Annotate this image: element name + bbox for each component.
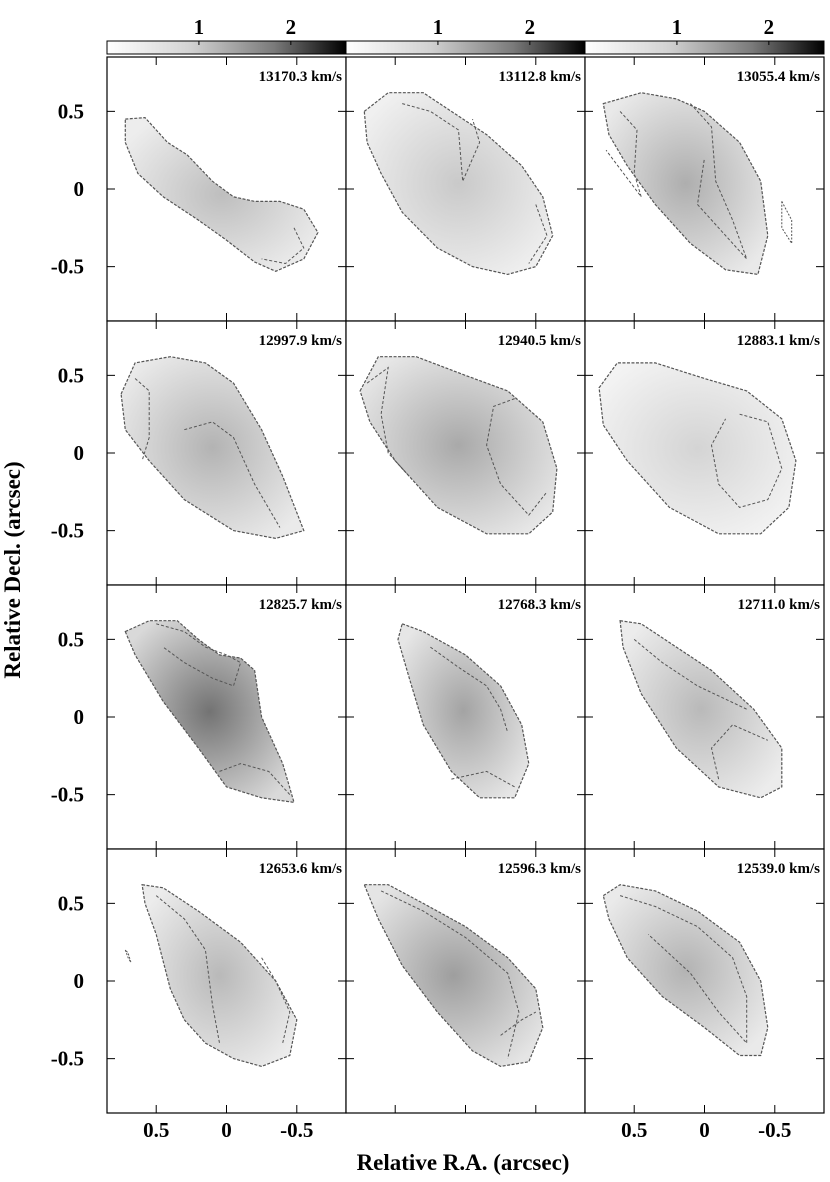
contour-line — [451, 770, 515, 788]
y-tick-label: -0.5 — [51, 519, 84, 543]
velocity-label: 13055.4 km/s — [737, 69, 821, 85]
contour-line — [619, 895, 748, 1045]
x-axis-title: Relative R.A. (arcsec) — [357, 1150, 570, 1175]
emission-outline — [120, 356, 305, 540]
contour-line — [156, 623, 242, 687]
velocity-label: 12596.3 km/s — [498, 861, 582, 877]
y-tick-label: -0.5 — [51, 783, 84, 807]
contour-line — [219, 763, 291, 795]
contour-line — [366, 366, 410, 477]
y-tick-label: 0.5 — [58, 891, 84, 915]
emission-island — [124, 949, 132, 963]
colorbar-tick-label: 1 — [672, 15, 683, 39]
colorbar-3 — [584, 40, 825, 55]
colorbar-tick-label: 2 — [286, 15, 297, 39]
y-tick-label: 0 — [74, 705, 85, 729]
velocity-label: 12653.6 km/s — [259, 861, 343, 877]
velocity-label: 12825.7 km/s — [259, 597, 343, 613]
channel-panel: 13055.4 km/s — [584, 56, 825, 322]
contour-line — [261, 227, 305, 265]
velocity-label: 12768.3 km/s — [498, 597, 582, 613]
contour-line — [633, 639, 747, 710]
channel-panel: 12596.3 km/s — [345, 848, 586, 1114]
velocity-label: 12711.0 km/s — [737, 597, 820, 613]
colorbar-tick-label: 1 — [194, 15, 205, 39]
y-tick-label: 0 — [74, 969, 85, 993]
x-tick-label: -0.5 — [280, 1118, 313, 1142]
emission-outline — [619, 619, 783, 799]
x-tick-label: 0.5 — [143, 1118, 169, 1142]
colorbar-2 — [345, 40, 586, 55]
colorbars: 1 2 1 2 1 2 — [106, 15, 825, 55]
y-tick-label: 0.5 — [58, 99, 84, 123]
velocity-label: 13112.8 km/s — [498, 69, 581, 85]
velocity-label: 12883.1 km/s — [737, 333, 821, 349]
velocity-label: 12997.9 km/s — [259, 333, 343, 349]
contour-line — [528, 204, 548, 264]
y-tick-label: 0 — [74, 177, 85, 201]
y-tick-label: -0.5 — [51, 1047, 84, 1071]
emission-island — [781, 201, 793, 246]
colorbar-tick-label: 2 — [764, 15, 775, 39]
colorbar-tick-label: 2 — [525, 15, 536, 39]
emission-outline — [141, 883, 298, 1068]
channel-panel: 12825.7 km/s — [106, 584, 347, 850]
contour-line — [710, 413, 783, 508]
x-tick-label: -0.5 — [758, 1118, 791, 1142]
emission-outline — [363, 884, 544, 1068]
panel-grid: 13170.3 km/s 13112.8 km/s 13055.4 km/s 1299… — [106, 56, 825, 1114]
channel-panel: 12883.1 km/s — [584, 320, 825, 586]
velocity-label: 12539.0 km/s — [737, 861, 821, 877]
channel-panel: 13170.3 km/s — [106, 56, 347, 322]
contour-line — [402, 103, 481, 182]
emission-outline — [397, 623, 530, 799]
channel-panel: 12940.5 km/s — [345, 320, 586, 586]
contour-line — [690, 103, 748, 260]
x-tick-label: 0.5 — [621, 1118, 647, 1142]
panel-frame — [584, 848, 825, 1114]
axes-labels: 0.5 0 -0.5 0.5 0 -0.5 0.5 0 -0.5 0.5 0 -0.5 0.5 0 -0.5… — [51, 99, 792, 1142]
emission-outline — [124, 116, 319, 272]
y-tick-label: 0 — [74, 441, 85, 465]
contour-line — [605, 111, 642, 198]
contour-line — [134, 378, 150, 461]
emission-outline — [602, 92, 769, 276]
x-tick-label: 0 — [699, 1118, 710, 1142]
contour-line — [710, 724, 769, 780]
contour-line — [155, 895, 220, 1044]
contour-line — [500, 1011, 537, 1036]
channel-panel: 13112.8 km/s — [345, 56, 586, 322]
channel-panel: 12653.6 km/s — [106, 848, 347, 1114]
emission-outline — [363, 92, 554, 276]
colorbar-tick-label: 1 — [433, 15, 444, 39]
channel-panel: 12711.0 km/s — [584, 584, 825, 850]
emission-outline — [124, 620, 295, 804]
channel-panel: 12768.3 km/s — [345, 584, 586, 850]
contour-line — [486, 398, 548, 516]
channel-panel: 12997.9 km/s — [106, 320, 347, 586]
emission-outline — [598, 362, 797, 535]
channel-panel: 12539.0 km/s — [584, 848, 825, 1114]
panel-background — [107, 57, 346, 321]
contour-line — [261, 957, 291, 1044]
velocity-label: 13170.3 km/s — [259, 69, 343, 85]
y-axis-title: Relative Decl. (arcsec) — [0, 461, 25, 678]
y-tick-label: 0.5 — [58, 363, 84, 387]
emission-outline — [602, 884, 769, 1057]
contour-line — [380, 890, 520, 1059]
velocity-label: 12940.5 km/s — [498, 333, 582, 349]
y-tick-label: -0.5 — [51, 255, 84, 279]
colorbar-1 — [106, 40, 347, 55]
contour-line — [184, 421, 281, 528]
y-tick-label: 0.5 — [58, 627, 84, 651]
x-tick-label: 0 — [221, 1118, 232, 1142]
